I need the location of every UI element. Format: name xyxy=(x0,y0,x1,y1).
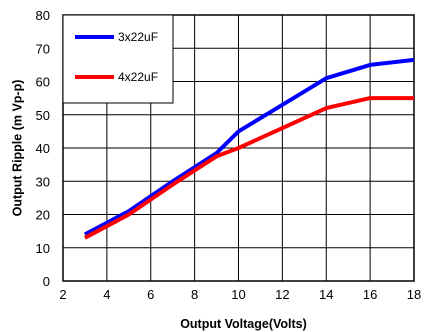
legend-box xyxy=(62,14,174,104)
plot-frame xyxy=(62,14,415,282)
x-tick-label: 6 xyxy=(147,287,154,302)
x-tick-label: 2 xyxy=(59,287,66,302)
legend: 3x22uF 4x22uF xyxy=(62,14,174,104)
y-tick-label: 20 xyxy=(36,208,50,223)
y-tick-label: 10 xyxy=(36,241,50,256)
y-tick-labels: 0 10 20 30 40 50 60 70 80 xyxy=(36,8,50,289)
y-tick-label: 40 xyxy=(36,141,50,156)
legend-label-4x22uf: 4x22uF xyxy=(118,70,158,84)
x-tick-label: 14 xyxy=(319,287,333,302)
x-tick-label: 8 xyxy=(191,287,198,302)
x-axis-title: Output Voltage(Volts) xyxy=(180,317,307,331)
legend-label-3x22uf: 3x22uF xyxy=(118,30,158,44)
y-tick-label: 80 xyxy=(36,8,50,23)
y-tick-label: 70 xyxy=(36,41,50,56)
x-tick-label: 4 xyxy=(103,287,110,302)
y-tick-label: 30 xyxy=(36,174,50,189)
x-tick-labels: 2 4 6 8 10 12 14 16 18 xyxy=(59,287,421,302)
y-tick-label: 50 xyxy=(36,108,50,123)
x-tick-label: 12 xyxy=(275,287,289,302)
x-tick-label: 18 xyxy=(407,287,421,302)
y-axis-title: Output Ripple (m Vp-p) xyxy=(10,80,24,217)
y-tick-label: 0 xyxy=(43,274,50,289)
series-line-4x22uf xyxy=(83,96,414,240)
y-tick-label: 60 xyxy=(36,75,50,90)
x-tick-label: 10 xyxy=(231,287,245,302)
series-lines xyxy=(83,57,415,240)
x-tick-label: 16 xyxy=(363,287,377,302)
series-line-3x22uf xyxy=(83,57,415,237)
